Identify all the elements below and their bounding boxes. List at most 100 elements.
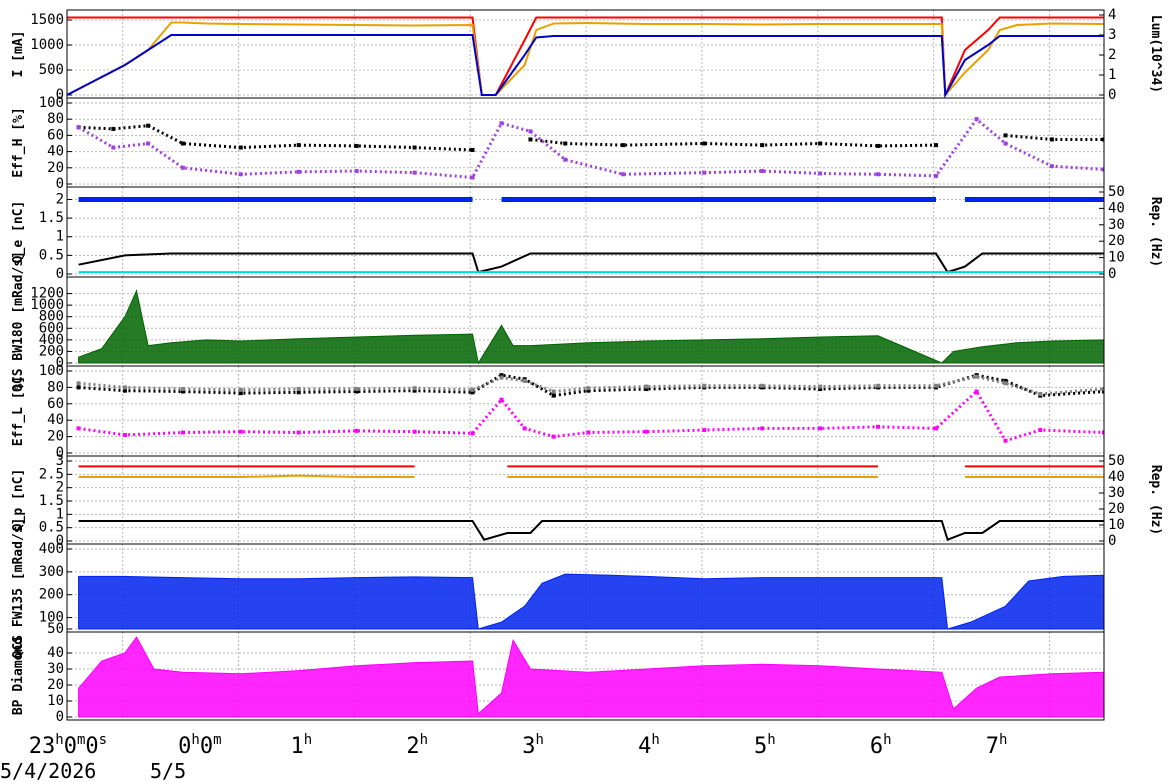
- series-line-orange: [78, 474, 415, 478]
- y-axis-label: Q_p [nC]: [11, 469, 26, 532]
- point-magenta: [933, 426, 938, 431]
- point-black: [146, 123, 151, 128]
- x-tick-label: 6h: [870, 732, 892, 759]
- y-tick-label: 1500: [30, 12, 64, 28]
- y-tick-label: 20: [47, 677, 64, 693]
- point-black: [551, 393, 556, 398]
- series-line-black: [78, 252, 1104, 274]
- point-purple: [621, 172, 626, 177]
- point-magenta: [354, 428, 359, 433]
- point-purple: [760, 169, 765, 174]
- y-tick-label: 1000: [30, 297, 64, 313]
- y-tick-label: 0: [56, 533, 64, 549]
- x-tick-part: 7: [986, 734, 999, 759]
- x-tick-label: 0h0m: [178, 732, 221, 759]
- y-axis-label: BP Diamond: [11, 637, 26, 715]
- panel-frame: [66, 97, 1105, 188]
- right-tick-label: 30: [1108, 485, 1125, 501]
- point-magenta: [180, 430, 185, 435]
- time-axis: 23h0m0s 0h0m 1h 2h 3h 4h 5h 6h 7h: [29, 732, 1008, 759]
- y-tick-label: 400: [39, 541, 64, 557]
- point-magenta: [760, 426, 765, 431]
- panel-frame: [66, 365, 1105, 457]
- y-tick-label: 2: [56, 191, 64, 207]
- y-tick-label: 40: [47, 412, 64, 428]
- right-axis-label: Rep. (Hz): [1148, 465, 1163, 535]
- point-purple: [933, 173, 938, 178]
- series-group: [78, 465, 1104, 541]
- y-tick-label: 60: [47, 127, 64, 143]
- point-black: [180, 141, 185, 146]
- y-tick-label: 2.5: [39, 466, 64, 482]
- point-gray: [522, 378, 527, 383]
- point-purple: [563, 157, 568, 162]
- point-gray: [644, 384, 649, 389]
- right-tick-label: 0: [1108, 266, 1116, 282]
- x-tick-part: h: [651, 732, 659, 748]
- x-tick-part: h: [420, 732, 428, 748]
- point-purple: [1102, 167, 1104, 172]
- point-black: [470, 147, 475, 152]
- series-dots-gray: [78, 375, 1104, 396]
- y-tick-label: 30: [47, 661, 64, 677]
- right-tick-label: 30: [1108, 217, 1125, 233]
- x-tick-part: h: [767, 732, 775, 748]
- x-tick-part: 0: [85, 734, 98, 759]
- right-tick-label: 20: [1108, 501, 1125, 517]
- right-axis-label: Lum(10^34): [1148, 15, 1163, 93]
- right-axis-label: Rep. (Hz): [1148, 197, 1163, 267]
- point-magenta: [470, 431, 475, 436]
- point-magenta: [238, 429, 243, 434]
- y-axis-label: I [mA]: [11, 31, 26, 78]
- point-black: [1102, 137, 1104, 142]
- point-gray: [974, 374, 979, 379]
- right-tick-label: 0: [1108, 87, 1116, 103]
- point-black: [644, 387, 649, 392]
- x-tick-part: 1: [291, 734, 304, 759]
- series-group: [76, 373, 1104, 443]
- point-black: [621, 143, 626, 148]
- right-tick-label: 40: [1108, 469, 1125, 485]
- y-tick-label: 0: [56, 266, 64, 282]
- y-axis-label: QCS FW135 [mRad/s]: [11, 518, 26, 659]
- point-magenta: [1102, 430, 1104, 435]
- point-black: [180, 389, 185, 394]
- y-tick-label: 1.5: [39, 493, 64, 509]
- x-tick-label: 3h: [522, 732, 544, 759]
- point-black: [818, 141, 823, 146]
- panel-frame: [66, 631, 1105, 721]
- series-dots-purple: [77, 117, 1104, 180]
- series-group: [78, 289, 1104, 365]
- series-group: [67, 16, 1104, 98]
- right-tick-label: 50: [1108, 453, 1125, 469]
- series-line-orange: [67, 21, 1104, 98]
- y-tick-label: 200: [39, 587, 64, 603]
- x-tick-part: h: [55, 732, 63, 748]
- point-black: [354, 143, 359, 148]
- x-tick-part: 0: [64, 734, 77, 759]
- y-tick-label: 1000: [30, 37, 64, 53]
- series-area-magenta: [78, 636, 1104, 718]
- series-line-navy: [67, 34, 1104, 98]
- y-tick-label: 80: [47, 379, 64, 395]
- x-tick-part: 0: [200, 734, 213, 759]
- point-gray: [238, 387, 243, 392]
- y-axis-label: QCS BW180 [mRad/s]: [11, 251, 26, 392]
- y-tick-label: 1: [56, 229, 64, 245]
- x-tick-part: m: [213, 732, 221, 748]
- y-tick-label: 40: [47, 144, 64, 160]
- series-area-green: [78, 289, 1104, 365]
- point-purple: [1003, 141, 1008, 146]
- right-tick-label: 10: [1108, 250, 1125, 266]
- x-tick-part: h: [536, 732, 544, 748]
- y-tick-label: 100: [39, 610, 64, 626]
- point-gray: [933, 383, 938, 388]
- series-group: [78, 636, 1104, 718]
- point-black: [760, 143, 765, 148]
- x-tick-part: 4: [638, 734, 651, 759]
- point-black: [563, 141, 568, 146]
